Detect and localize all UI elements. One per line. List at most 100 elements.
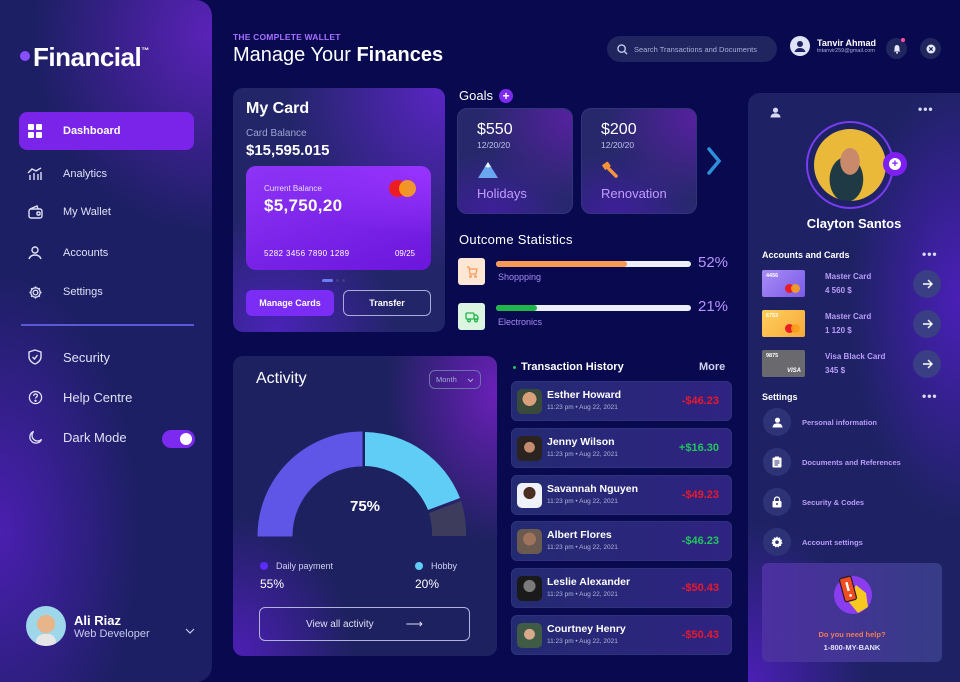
sidebar-item-security[interactable]: Security <box>19 338 194 376</box>
chevron-down-icon[interactable] <box>185 621 195 639</box>
sidebar-item-analytics[interactable]: Analytics <box>19 155 194 193</box>
transaction-row[interactable]: Courtney Henry 11:23 pm • Aug 22, 2021 -… <box>511 615 732 655</box>
paintbrush-icon <box>601 161 621 184</box>
gauge-center-value: 75% <box>349 498 381 515</box>
avatar <box>517 576 542 601</box>
settings-documents[interactable]: Documents and References <box>802 458 901 467</box>
accounts-title: Accounts and Cards <box>762 250 850 260</box>
page-eyebrow: THE COMPLETE WALLET <box>233 32 341 42</box>
progress-fill <box>496 305 537 311</box>
user-name: Ali Riaz <box>74 612 121 628</box>
arrow-right-icon <box>922 279 933 289</box>
grid-icon <box>27 123 43 139</box>
progress-fill <box>496 261 627 267</box>
current-balance-value: $5,750,20 <box>264 196 343 215</box>
phone-alert-icon <box>834 575 872 614</box>
help-phone[interactable]: 1-800-MY-BANK <box>823 643 881 652</box>
lock-icon <box>763 488 791 516</box>
settings-title: Settings <box>762 392 798 402</box>
dark-mode-toggle[interactable] <box>162 430 195 448</box>
sidebar-item-help-centre[interactable]: Help Centre <box>19 378 194 416</box>
user-role: Web Developer <box>74 627 150 640</box>
goals-next-button[interactable] <box>706 146 722 181</box>
avatar <box>517 483 542 508</box>
user-avatar-icon <box>790 36 810 56</box>
open-account-button[interactable] <box>913 270 941 298</box>
arrow-right-icon: ⟶ <box>405 617 423 631</box>
avatar <box>26 606 66 646</box>
transaction-row[interactable]: Esther Howard 11:23 pm • Aug 22, 2021 -$… <box>511 381 732 421</box>
card-number: 5282 3456 7890 1289 <box>264 249 350 258</box>
close-icon <box>926 44 935 53</box>
manage-cards-button[interactable]: Manage Cards <box>246 290 334 316</box>
arrow-right-icon <box>922 359 933 369</box>
user-icon <box>27 245 43 261</box>
card-thumbnail: 6753 <box>762 310 805 337</box>
sidebar-item-accounts[interactable]: Accounts <box>19 234 194 272</box>
close-button[interactable] <box>920 38 941 59</box>
period-select[interactable]: Month <box>429 370 481 389</box>
help-icon <box>27 389 43 405</box>
settings-personal-information[interactable]: Personal information <box>802 418 878 427</box>
notifications-button[interactable] <box>886 38 907 59</box>
settings-security-codes[interactable]: Security & Codes <box>802 498 865 507</box>
notification-dot <box>901 38 905 42</box>
accounts-more-icon[interactable]: ••• <box>922 247 938 261</box>
header-user[interactable]: Tanvir Ahmad tntanvir259@gmail.com <box>790 36 876 56</box>
profile-avatar <box>814 129 886 201</box>
view-all-activity-button[interactable]: View all activity ⟶ <box>259 607 470 641</box>
person-icon <box>763 408 791 436</box>
profile-panel: ••• + Clayton Santos Accounts and Cards … <box>748 93 960 682</box>
mastercard-logo-icon <box>389 180 417 198</box>
truck-icon <box>458 303 485 330</box>
settings-more-icon[interactable]: ••• <box>922 389 938 403</box>
goal-card-holidays[interactable]: $550 12/20/20 Holidays <box>457 108 573 214</box>
settings-account-settings[interactable]: Account settings <box>802 538 863 547</box>
app-logo[interactable]: Financial™ <box>20 42 149 73</box>
card-pager[interactable] <box>322 279 345 282</box>
help-question: Do you need help? <box>818 630 886 639</box>
add-photo-button[interactable]: + <box>883 152 907 176</box>
transfer-button[interactable]: Transfer <box>343 290 431 316</box>
shield-icon <box>27 349 43 365</box>
help-card[interactable]: Do you need help? 1-800-MY-BANK <box>762 563 942 662</box>
wallet-icon <box>27 204 43 220</box>
card-balance-label: Card Balance <box>246 128 307 139</box>
open-account-button[interactable] <box>913 310 941 338</box>
transaction-row[interactable]: Jenny Wilson 11:23 pm • Aug 22, 2021 +$1… <box>511 428 732 468</box>
sidebar-divider <box>21 324 194 326</box>
sidebar-item-dark-mode: Dark Mode <box>19 418 194 456</box>
goal-card-renovation[interactable]: $200 12/20/20 Renovation <box>581 108 697 214</box>
search-input[interactable]: Search Transactions and Documents <box>607 36 777 62</box>
logo-dot-icon <box>20 51 30 62</box>
transaction-history-title: Transaction History <box>513 361 624 373</box>
avatar <box>517 436 542 461</box>
sidebar-item-my-wallet[interactable]: My Wallet <box>19 193 194 231</box>
goals-header: Goals + <box>459 88 513 103</box>
outcome-title: Outcome Statistics <box>459 232 573 247</box>
transaction-row[interactable]: Savannah Nguyen 11:23 pm • Aug 22, 2021 … <box>511 475 732 515</box>
credit-card[interactable]: Current Balance $5,750,20 5282 3456 7890… <box>246 166 431 270</box>
sidebar-item-dashboard[interactable]: Dashboard <box>19 112 194 150</box>
progress-shopping <box>496 261 691 267</box>
card-thumbnail: 9875 VISA <box>762 350 805 377</box>
profile-person-icon[interactable] <box>770 105 781 123</box>
add-goal-button[interactable]: + <box>498 88 513 103</box>
activity-panel: Activity Month 75% Daily payment 55% Hob… <box>233 356 497 656</box>
more-link[interactable]: More <box>699 361 726 373</box>
mountain-icon <box>477 161 499 184</box>
transaction-row[interactable]: Leslie Alexander 11:23 pm • Aug 22, 2021… <box>511 568 732 608</box>
transaction-row[interactable]: Albert Flores 11:23 pm • Aug 22, 2021 -$… <box>511 521 732 561</box>
cart-icon <box>458 258 485 285</box>
sidebar-item-settings[interactable]: Settings <box>19 273 194 311</box>
card-thumbnail: 4456 <box>762 270 805 297</box>
user-profile[interactable]: Ali Riaz Web Developer <box>26 606 150 646</box>
activity-gauge-chart <box>257 431 467 537</box>
moon-icon <box>27 429 43 445</box>
gear-icon <box>27 284 43 300</box>
bell-icon <box>893 44 900 54</box>
open-account-button[interactable] <box>913 350 941 378</box>
more-options-icon[interactable]: ••• <box>918 102 934 116</box>
my-card-title: My Card <box>246 100 310 117</box>
legend-hobby: Hobby <box>415 561 457 571</box>
